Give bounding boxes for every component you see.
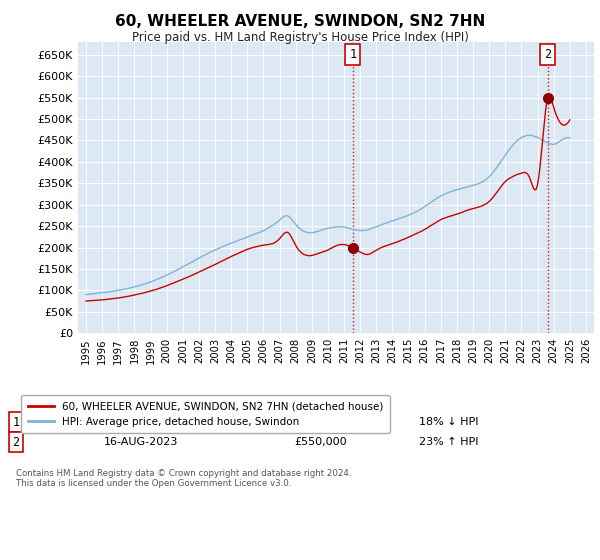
Text: 16-AUG-2023: 16-AUG-2023 (104, 437, 178, 447)
Legend: 60, WHEELER AVENUE, SWINDON, SN2 7HN (detached house), HPI: Average price, detac: 60, WHEELER AVENUE, SWINDON, SN2 7HN (de… (21, 395, 389, 433)
Text: £199,995: £199,995 (295, 417, 348, 427)
Text: 60, WHEELER AVENUE, SWINDON, SN2 7HN: 60, WHEELER AVENUE, SWINDON, SN2 7HN (115, 14, 485, 29)
Text: 1: 1 (13, 416, 20, 428)
Text: Contains HM Land Registry data © Crown copyright and database right 2024.
This d: Contains HM Land Registry data © Crown c… (16, 469, 352, 488)
Text: 18% ↓ HPI: 18% ↓ HPI (419, 417, 478, 427)
Text: 2: 2 (544, 48, 551, 62)
Text: 15-JUL-2011: 15-JUL-2011 (104, 417, 172, 427)
Text: £550,000: £550,000 (295, 437, 347, 447)
Text: 1: 1 (349, 48, 356, 62)
Text: 23% ↑ HPI: 23% ↑ HPI (419, 437, 478, 447)
Text: Price paid vs. HM Land Registry's House Price Index (HPI): Price paid vs. HM Land Registry's House … (131, 31, 469, 44)
Text: 2: 2 (13, 436, 20, 449)
